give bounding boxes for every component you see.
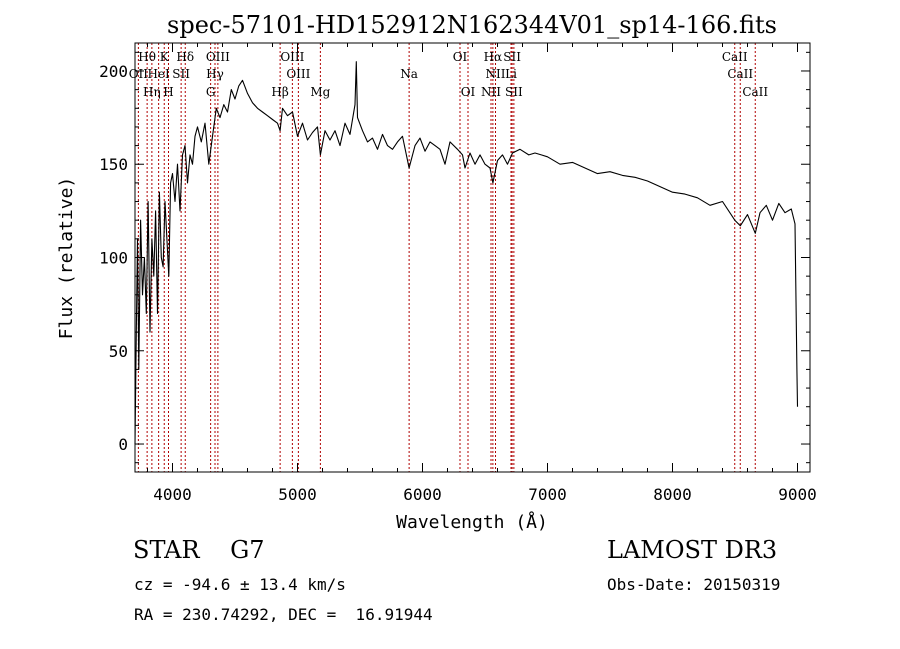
object-type: STAR [133,536,200,564]
object-classification: STAR G7 [133,536,265,564]
plot-frame [134,42,811,473]
line-label-li: Li [505,67,517,81]
chart-title: spec-57101-HD152912N162344V01_sp14-166.f… [167,11,777,39]
y-axis: 0 50 100 150 200 [99,51,810,464]
line-label-oiii: OIII [286,67,310,81]
line-label-k: K [160,50,170,64]
line-label-hθ: Hθ [138,50,156,64]
line-label-oii: OII [129,67,149,81]
x-tick-label: 4000 [153,485,192,504]
y-tick-label: 200 [99,62,128,81]
survey-name: LAMOST DR3 [607,536,778,564]
line-label-caii: CaII [722,50,748,64]
x-tick-label: 9000 [778,485,817,504]
line-label-caii: CaII [742,85,768,99]
x-axis: 4000 5000 6000 7000 8000 9000 [147,43,817,504]
x-tick-label: 6000 [403,485,442,504]
y-tick-label: 0 [118,435,128,454]
radial-velocity: cz = -94.6 ± 13.4 km/s [134,575,346,594]
spectral-class: G7 [230,536,265,564]
line-label-sii: SII [503,50,521,64]
line-label-g: G [206,85,216,99]
y-tick-label: 100 [99,249,128,268]
line-label-h: H [163,85,173,99]
coordinates: RA = 230.74292, DEC = 16.91944 [134,605,433,624]
line-label-oi: OI [453,50,468,64]
y-axis-label: Flux (relative) [56,177,77,340]
line-label-oiii: OIII [280,50,304,64]
y-tick-label: 150 [99,155,128,174]
line-label-nii: NII [486,67,506,81]
line-label-hη: Hη [143,85,161,99]
line-label-na: Na [400,67,418,81]
line-label-sii: SII [172,67,190,81]
spectral-line-markers [137,43,756,472]
line-label-caii: CaII [727,67,753,81]
line-label-hα: Hα [484,50,503,64]
line-label-hei: HeI [147,67,170,81]
y-tick-label: 50 [109,342,128,361]
line-label-hβ: Hβ [271,85,288,99]
x-tick-label: 5000 [278,485,317,504]
line-label-nii: NII [481,85,501,99]
line-label-hδ: Hδ [176,50,194,64]
line-label-oiii: OIII [206,50,230,64]
x-tick-label: 7000 [528,485,567,504]
spectrum-series-line [134,61,799,445]
line-label-hγ: Hγ [206,67,224,81]
line-label-oi: OI [461,85,476,99]
line-label-mg: Mg [310,85,330,99]
x-tick-label: 8000 [653,485,692,504]
observation-date: Obs-Date: 20150319 [607,575,781,594]
x-axis-label: Wavelength (Å) [396,511,548,533]
line-label-sii: SII [505,85,523,99]
